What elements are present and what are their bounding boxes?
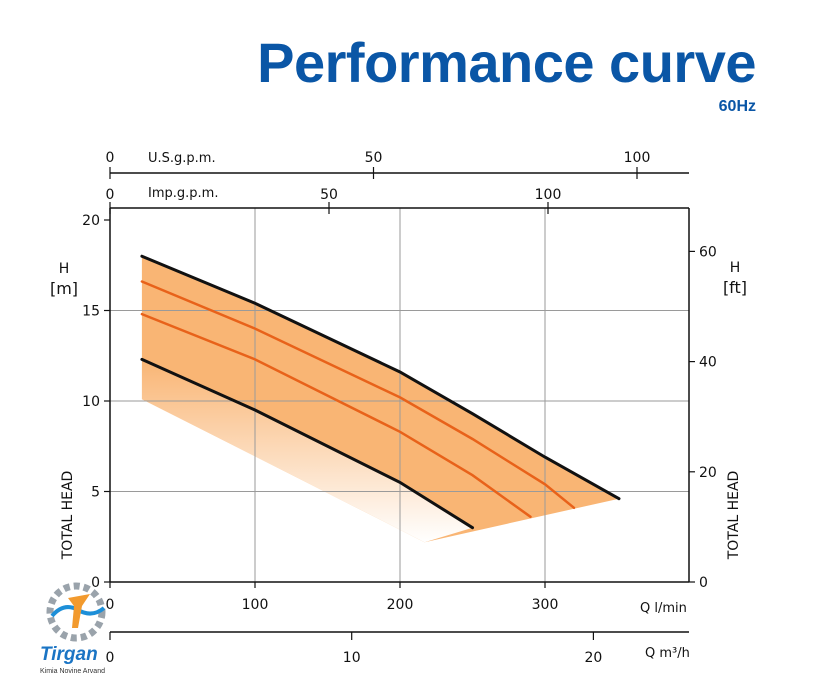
y2-tick-label-20: 20	[699, 465, 717, 481]
y-axis-title-right: TOTAL HEAD	[726, 471, 742, 561]
x-axis-label-m3h: Q m³/h	[645, 646, 690, 661]
y-axis-title-left: TOTAL HEAD	[60, 471, 76, 561]
x4-tick-label-100: 100	[535, 187, 562, 203]
x3-tick-label-0: 0	[106, 150, 115, 166]
x-tick-label-300: 300	[532, 597, 559, 613]
chart-title: Performance curve	[257, 31, 756, 94]
y2-tick-label-0: 0	[699, 575, 708, 591]
series-line-4	[140, 357, 474, 530]
x3-tick-label-100: 100	[624, 150, 651, 166]
y-axis-symbol-right: H	[730, 260, 741, 276]
x3-tick-label-50: 50	[365, 150, 383, 166]
x-tick-label-0: 0	[106, 597, 115, 613]
series-line-2	[140, 280, 576, 510]
x4-tick-label-50: 50	[320, 187, 338, 203]
chart-subtitle: 60Hz	[718, 98, 756, 115]
flame-icon	[68, 594, 90, 628]
band-fill	[141, 256, 619, 543]
series-line-1	[140, 254, 621, 501]
logo-tagline: Kimia Novine Arvand	[40, 668, 105, 675]
x-tick-label-100: 100	[242, 597, 269, 613]
x2-tick-label-10: 10	[343, 650, 361, 666]
x2-tick-label-20: 20	[584, 650, 602, 666]
y-axis-unit-left: [m]	[50, 279, 78, 298]
y-tick-label-5: 5	[91, 485, 100, 501]
x-tick-label-200: 200	[387, 597, 414, 613]
y-tick-label-0: 0	[91, 575, 100, 591]
y-tick-label-15: 15	[82, 304, 100, 320]
top-axis-usgpm-label: U.S.g.p.m.	[148, 151, 216, 166]
y-axis-unit-right: [ft]	[723, 278, 747, 297]
x2-tick-label-0: 0	[106, 650, 115, 666]
grid-lines	[110, 208, 689, 582]
series-line-3	[140, 312, 532, 519]
logo-brand: Tirgan	[40, 644, 98, 665]
y2-tick-label-60: 60	[699, 244, 717, 260]
band-fade	[141, 359, 473, 543]
y2-tick-label-40: 40	[699, 355, 717, 371]
performance-band	[141, 256, 619, 543]
y-axis-symbol-left: H	[59, 261, 70, 277]
y-tick-label-10: 10	[82, 394, 100, 410]
tirgan-logo: Tirgan Kimia Novine Arvand	[40, 582, 106, 675]
x4-tick-label-0: 0	[106, 187, 115, 203]
x-axis-label-lmin: Q l/min	[640, 601, 687, 616]
y-tick-label-20: 20	[82, 213, 100, 229]
top-axis-impgpm-label: Imp.g.p.m.	[148, 186, 218, 201]
curve-lines	[140, 254, 621, 530]
